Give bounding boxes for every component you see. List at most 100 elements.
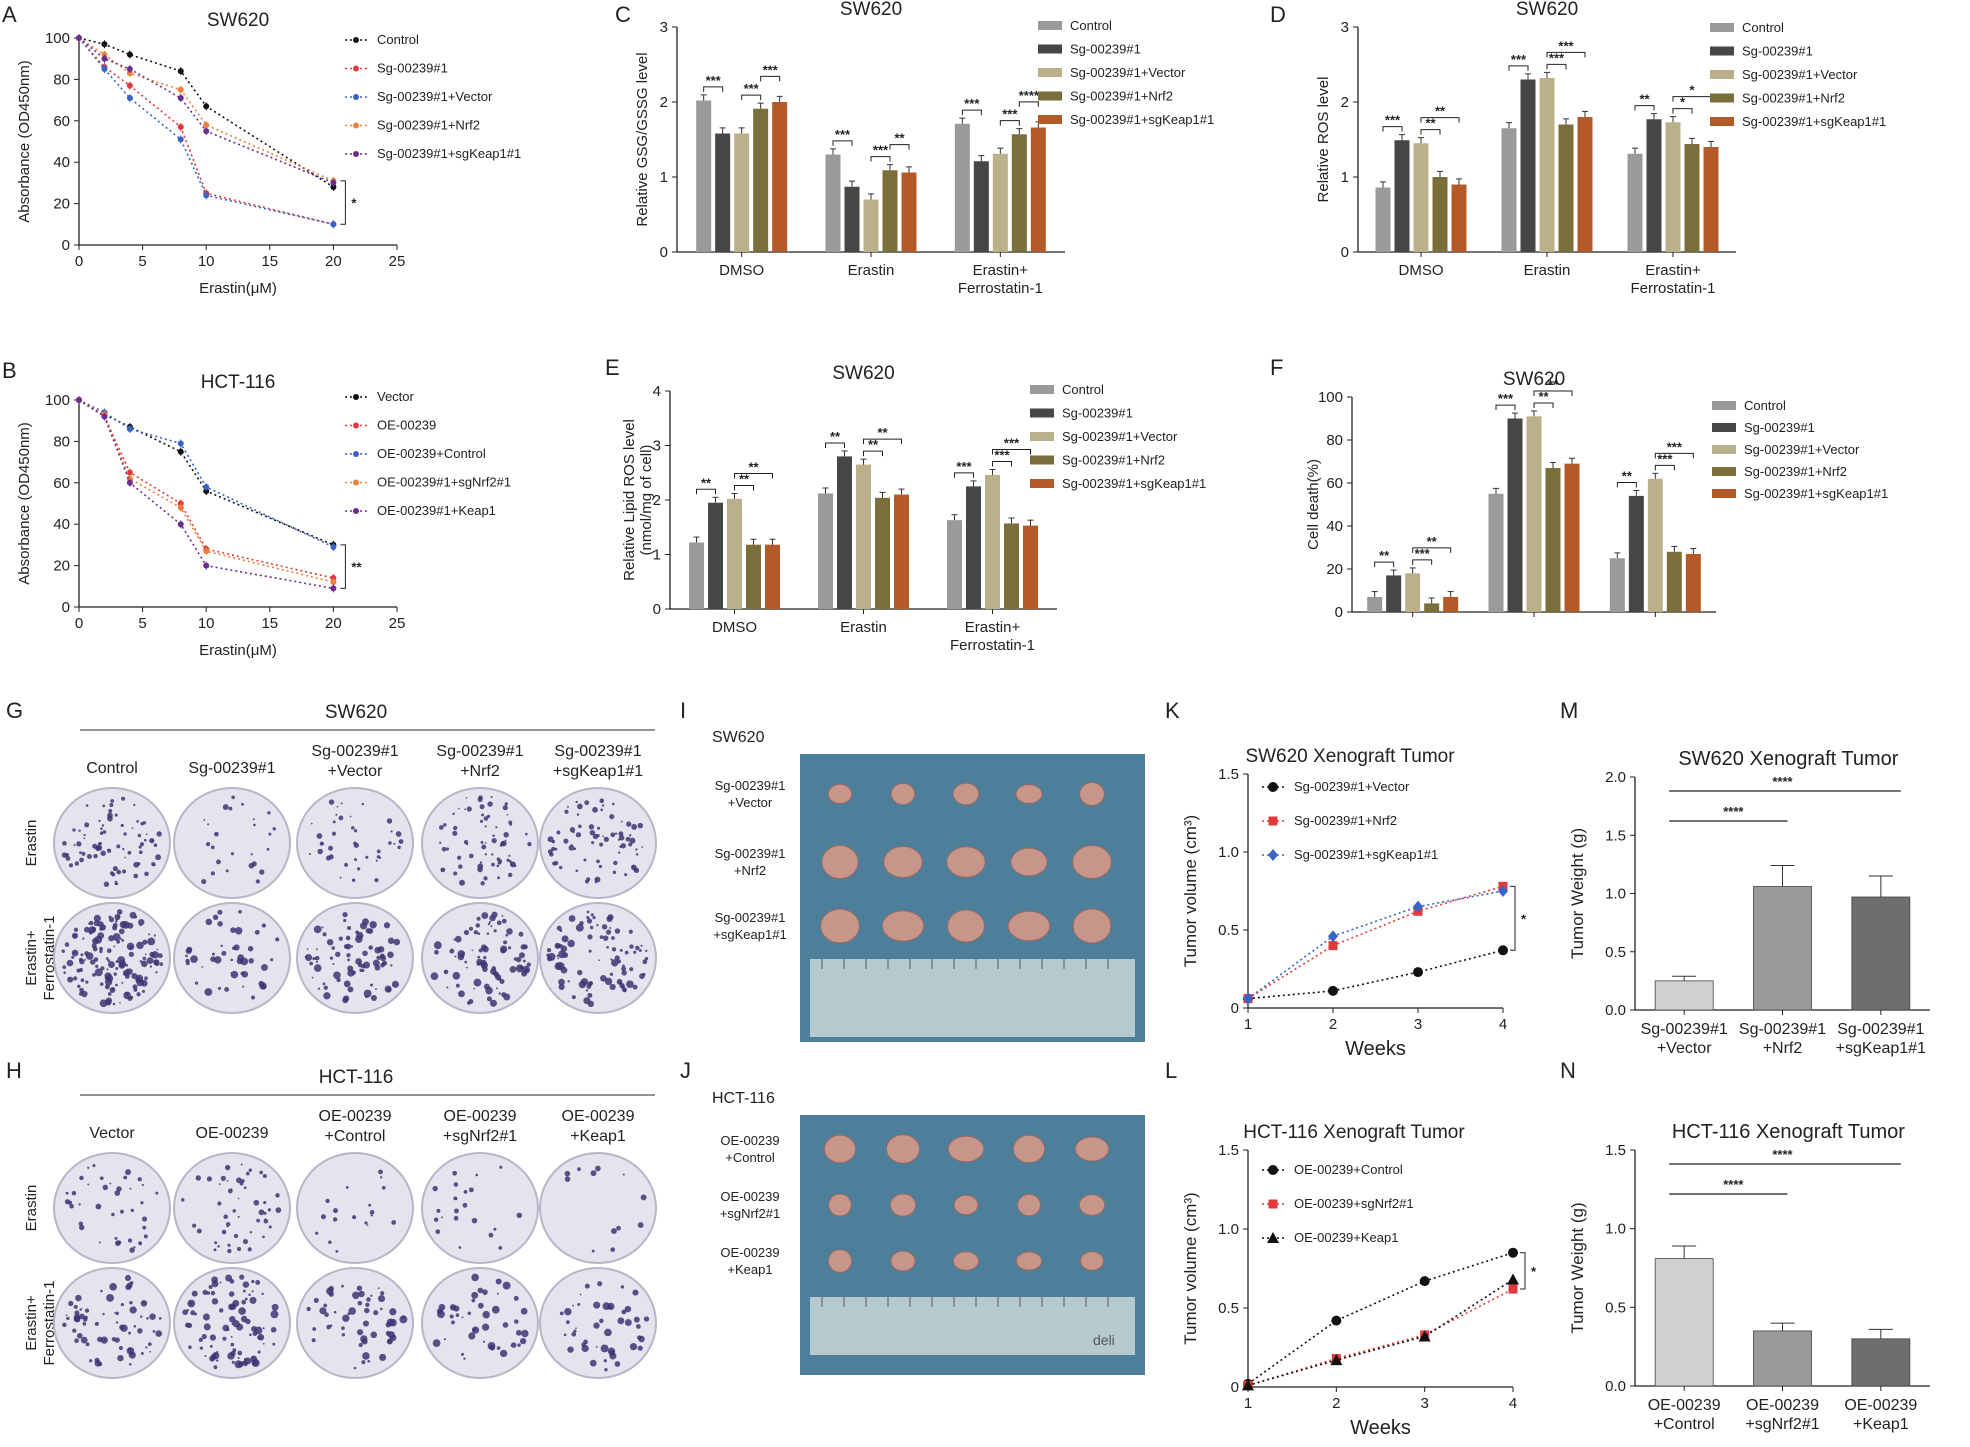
colony-dot (85, 804, 89, 807)
bar (1424, 603, 1440, 612)
colony-dot (262, 1342, 265, 1345)
panel-label-a: A (2, 2, 17, 27)
column-label: Sg-00239#1 +Vector (311, 743, 398, 780)
colony-dot (554, 942, 561, 949)
colony-dot (377, 1295, 386, 1303)
bar (863, 199, 879, 252)
colony-dot (622, 1173, 625, 1176)
colony-dot (482, 1310, 490, 1319)
y-tick-label: 1.0 (1605, 1221, 1626, 1238)
colony-dot (329, 1324, 333, 1328)
tumor (1074, 1136, 1110, 1162)
colony-dot (462, 1202, 468, 1208)
y-axis-label: Relative GSG/GSSG level (634, 52, 651, 226)
legend-swatch (1712, 423, 1736, 432)
legend-label: Sg-00239#1 (1070, 42, 1141, 57)
series-line (1247, 1278, 1514, 1387)
colony-dot (568, 915, 576, 922)
colony-dot (129, 1247, 135, 1253)
colony-dot (113, 972, 117, 976)
tumor-panel-i: SW620 Sg-00239#1 +Vector Sg-00239#1 +Nrf2 Sg-… (712, 729, 1145, 1042)
tumor (952, 1251, 980, 1271)
colony-dot (564, 1176, 571, 1182)
colony-dot (140, 1315, 143, 1318)
colony-dot (632, 984, 638, 990)
colony-dot (137, 833, 142, 838)
series-line (78, 399, 334, 590)
colony-dot (237, 1197, 240, 1200)
colony-dot (66, 959, 74, 967)
colony-dot (247, 1247, 252, 1252)
colony-dot (201, 966, 204, 968)
colony-dot (518, 931, 524, 937)
colony-dot (559, 928, 563, 932)
row-label: Erastin+Ferrostatin-1 (23, 1280, 58, 1365)
colony-dot (599, 1318, 604, 1324)
colony-dot (112, 933, 121, 941)
data-point (330, 579, 337, 586)
data-point (1508, 1247, 1518, 1258)
colony-dot (181, 1198, 185, 1202)
colony-dot (140, 960, 148, 968)
colony-dot (481, 813, 484, 817)
bar (772, 102, 788, 252)
colony-dot (186, 1309, 190, 1312)
colony-dot (610, 958, 613, 961)
legend-swatch (1710, 93, 1734, 103)
significance-bracket (1546, 51, 1586, 58)
colony-dot (114, 1190, 121, 1196)
bar (1539, 78, 1555, 252)
bar (1443, 596, 1459, 612)
y-tick-label: 80 (1326, 432, 1343, 449)
colony-dot (588, 949, 592, 953)
colony-dot (242, 1289, 246, 1293)
significance-bracket (1382, 126, 1403, 132)
colony-dot (237, 1356, 240, 1359)
bar (746, 544, 761, 609)
colony-dot (592, 806, 598, 813)
colony-dot (230, 927, 236, 933)
colony-dot (263, 1218, 269, 1224)
colony-dot (489, 999, 497, 1007)
x-tick-label: OE-00239 +Control (1648, 1397, 1721, 1433)
colony-dot (358, 1290, 365, 1298)
bar (1023, 525, 1038, 609)
colony-dot (618, 834, 625, 841)
culture-dish (539, 787, 657, 899)
colony-dot (218, 1183, 221, 1186)
colony-dot (526, 962, 531, 967)
legend-label: OE-00239+sgNrf2#1 (1294, 1196, 1414, 1211)
colony-dot (121, 981, 124, 984)
colony-dot (68, 1300, 74, 1307)
colony-dot (74, 1338, 79, 1344)
colony-dot (262, 1235, 265, 1239)
bar (1684, 144, 1700, 252)
colony-dot (432, 1339, 441, 1348)
colony-dot (496, 1292, 499, 1295)
colony-dot (498, 859, 503, 863)
colony-dot (113, 945, 116, 948)
colony-dot (233, 1233, 239, 1239)
colony-dot (324, 1312, 329, 1318)
colony-dot (111, 986, 115, 991)
colony-dot (609, 972, 614, 976)
colony-dot (94, 1321, 99, 1326)
y-tick-label: 80 (53, 71, 70, 88)
colony-dot (122, 847, 125, 851)
colony-dot (484, 853, 488, 856)
ruler-brand: deli (1093, 1332, 1115, 1348)
colony-dot (306, 948, 309, 950)
legend-swatch (1712, 445, 1736, 454)
colony-dot (375, 988, 377, 990)
colony-dot (491, 1305, 500, 1314)
tumor-row-label: OE-00239 +sgNrf2#1 (720, 1189, 780, 1221)
colony-dot (631, 823, 638, 830)
colony-dot (99, 949, 103, 954)
chart-title: SW620 (207, 10, 269, 31)
significance-label: *** (1549, 50, 1565, 65)
colony-dot (473, 978, 482, 987)
series-line (1247, 885, 1504, 1000)
colony-dot (387, 1331, 395, 1339)
data-point (126, 95, 133, 102)
legend-swatch (1038, 91, 1062, 101)
